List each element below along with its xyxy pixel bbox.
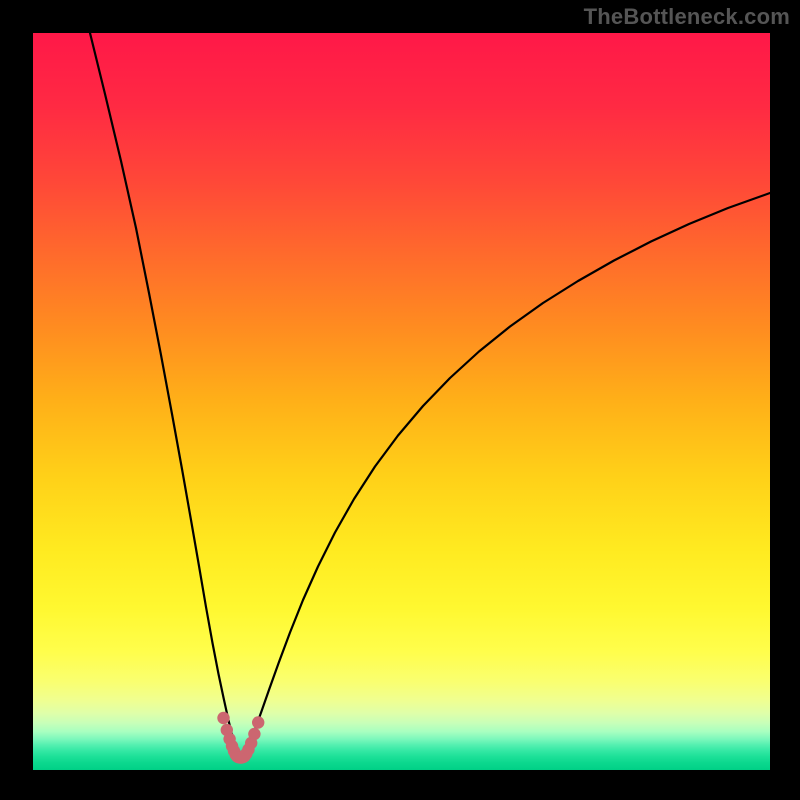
- chart-frame: TheBottleneck.com: [0, 0, 800, 800]
- curve-dots: [217, 712, 264, 764]
- bottleneck-curve: [90, 33, 770, 757]
- attribution-text: TheBottleneck.com: [584, 4, 790, 30]
- curve-dot: [217, 712, 229, 724]
- plot-area: [33, 33, 770, 770]
- curve-dot: [248, 728, 260, 740]
- curve-layer: [33, 33, 770, 770]
- curve-dot: [252, 716, 264, 728]
